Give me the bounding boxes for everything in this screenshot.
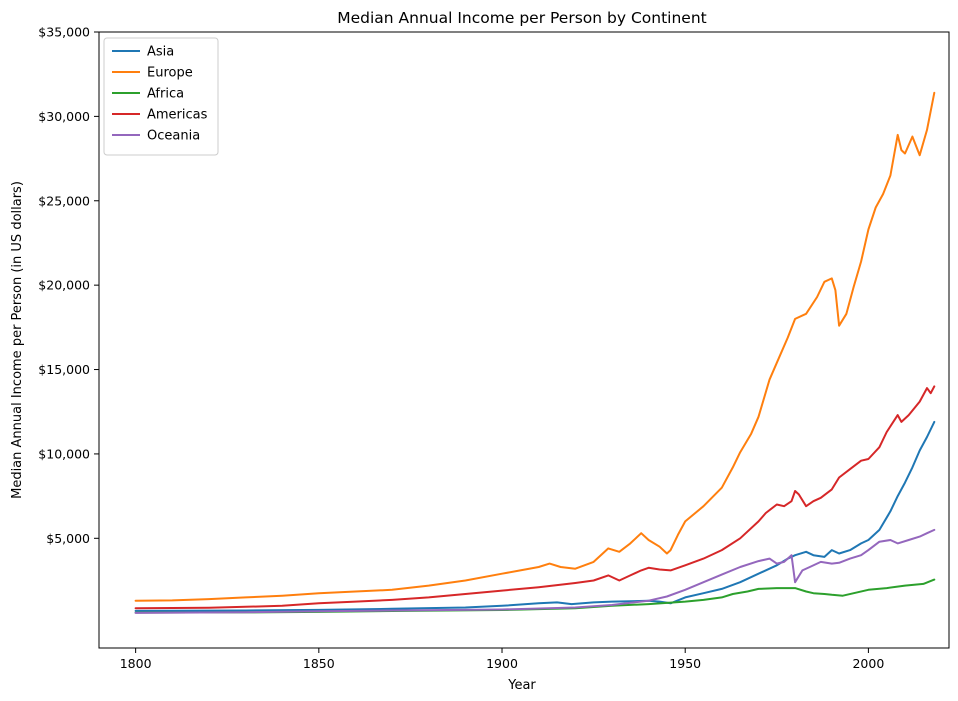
legend-item-asia: Asia	[112, 45, 174, 60]
legend-item-africa: Africa	[112, 87, 184, 102]
legend-label: Oceania	[147, 129, 200, 144]
chart-title: Median Annual Income per Person by Conti…	[337, 9, 706, 27]
y-tick-label: $30,000	[38, 109, 90, 124]
plot-area	[99, 32, 949, 648]
legend-item-europe: Europe	[112, 66, 193, 81]
legend: Asia Europe Africa Americas Oceania	[103, 37, 219, 156]
y-axis-label: Median Annual Income per Person (in US d…	[10, 181, 25, 499]
x-tick-label: 1800	[120, 656, 152, 671]
y-tick-label: $35,000	[38, 25, 90, 40]
series-line-oceania	[134, 528, 936, 614]
plot-frame	[98, 31, 950, 649]
y-axis: $5,000 $10,000 $15,000 $20,000 $25,000 $30,00…	[38, 25, 99, 546]
legend-label: Africa	[147, 87, 184, 102]
series-line-americas	[134, 385, 936, 610]
legend-item-oceania: Oceania	[112, 129, 200, 144]
x-tick-label: 2000	[852, 656, 884, 671]
legend-label: Asia	[147, 45, 174, 60]
legend-item-americas: Americas	[112, 108, 208, 123]
series-layer	[134, 91, 936, 614]
y-tick-label: $15,000	[38, 362, 90, 377]
x-axis: 1800 1850 1900 1950 2000	[120, 648, 884, 671]
y-tick-label: $10,000	[38, 446, 90, 461]
series-line-asia	[134, 420, 936, 612]
legend-box	[103, 37, 219, 156]
series-line-europe	[134, 91, 936, 602]
legend-label: Americas	[147, 108, 208, 123]
x-tick-label: 1900	[486, 656, 518, 671]
x-axis-label: Year	[507, 678, 536, 693]
legend-label: Europe	[147, 66, 193, 81]
y-tick-label: $25,000	[38, 193, 90, 208]
x-tick-label: 1850	[303, 656, 335, 671]
y-tick-label: $5,000	[46, 531, 90, 546]
y-tick-label: $20,000	[38, 278, 90, 293]
x-tick-label: 1950	[669, 656, 701, 671]
